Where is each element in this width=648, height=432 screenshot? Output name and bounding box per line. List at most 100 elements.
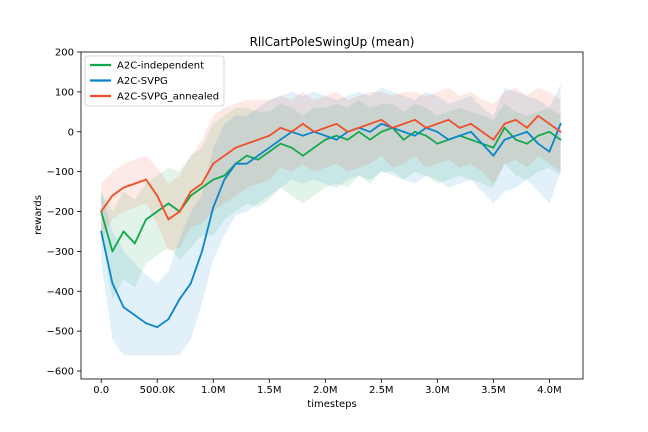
point-a2c-independent xyxy=(279,142,282,145)
y-tick-label: −200 xyxy=(47,207,74,218)
point-a2c-svpg-annealed xyxy=(391,126,394,129)
point-a2c-svpg-annealed xyxy=(145,178,147,181)
point-a2c-svpg-annealed xyxy=(100,210,103,213)
point-a2c-independent xyxy=(492,146,495,149)
point-a2c-svpg-annealed xyxy=(313,130,315,133)
point-a2c-svpg-annealed xyxy=(167,218,170,221)
point-a2c-svpg xyxy=(458,134,461,137)
point-a2c-svpg xyxy=(414,134,416,137)
point-a2c-svpg xyxy=(223,178,226,181)
x-axis-label: timesteps xyxy=(307,399,356,410)
point-a2c-svpg xyxy=(537,142,540,145)
y-tick-label: −500 xyxy=(47,327,74,338)
point-a2c-independent xyxy=(111,250,114,253)
point-a2c-independent xyxy=(268,150,271,153)
point-a2c-svpg xyxy=(133,314,136,317)
point-a2c-svpg xyxy=(481,142,484,145)
point-a2c-svpg-annealed xyxy=(245,142,248,145)
point-a2c-svpg-annealed xyxy=(481,130,484,133)
point-a2c-svpg-annealed xyxy=(335,122,338,125)
point-a2c-svpg-annealed xyxy=(290,130,293,133)
point-a2c-svpg-annealed xyxy=(302,122,304,125)
x-tick-label: 2.5M xyxy=(369,385,394,396)
point-a2c-independent xyxy=(369,138,371,141)
point-a2c-svpg xyxy=(503,138,506,141)
point-a2c-svpg xyxy=(234,162,237,165)
x-tick-label: 1.5M xyxy=(257,385,282,396)
point-a2c-svpg xyxy=(178,298,181,301)
point-a2c-svpg-annealed xyxy=(156,194,159,197)
point-a2c-svpg-annealed xyxy=(279,126,282,129)
point-a2c-svpg xyxy=(145,322,147,325)
plot-frame xyxy=(80,51,584,380)
x-tick-label: 3.0M xyxy=(425,385,450,396)
point-a2c-svpg-annealed xyxy=(369,122,371,125)
point-a2c-svpg-annealed xyxy=(212,162,215,165)
x-axis-ticks: 0.0 500.0K 1.0M 1.5M 2.0M 2.5M 3.0M 3.5M 4.0M xyxy=(93,379,562,396)
point-a2c-svpg-annealed xyxy=(526,126,528,129)
point-a2c-independent xyxy=(335,134,338,137)
point-a2c-independent xyxy=(548,130,551,133)
point-a2c-svpg xyxy=(402,130,405,133)
point-a2c-independent xyxy=(526,142,528,145)
x-tick-label: 500.0K xyxy=(140,385,176,396)
confidence-bands xyxy=(101,83,561,356)
point-a2c-svpg xyxy=(189,282,192,285)
point-a2c-independent xyxy=(324,138,327,141)
point-a2c-independent xyxy=(156,210,159,213)
point-a2c-independent xyxy=(402,138,405,141)
point-a2c-svpg-annealed xyxy=(324,126,327,129)
point-a2c-independent xyxy=(302,154,304,157)
point-a2c-svpg-annealed xyxy=(111,194,114,197)
y-axis-label: rewards xyxy=(33,195,44,235)
point-a2c-svpg xyxy=(156,326,159,329)
point-a2c-svpg-annealed xyxy=(447,118,450,121)
x-tick-label: 4.0M xyxy=(537,385,562,396)
point-a2c-svpg-annealed xyxy=(548,122,551,125)
point-a2c-svpg xyxy=(212,206,215,209)
point-a2c-svpg xyxy=(302,134,304,137)
point-a2c-svpg-annealed xyxy=(492,138,495,141)
point-a2c-independent xyxy=(122,230,125,233)
legend-label-a2c-svpg: A2C-SVPG xyxy=(117,76,168,87)
point-a2c-svpg-annealed xyxy=(436,122,439,125)
point-a2c-svpg xyxy=(447,138,450,141)
point-a2c-svpg xyxy=(122,306,125,309)
point-a2c-independent xyxy=(503,126,506,129)
y-tick-label: 100 xyxy=(55,87,74,98)
point-a2c-independent xyxy=(257,158,259,161)
point-a2c-independent xyxy=(167,202,170,205)
point-a2c-svpg xyxy=(548,150,551,153)
point-a2c-independent xyxy=(537,134,540,137)
legend: A2C-independent A2C-SVPG A2C-SVPG_annealed xyxy=(84,55,225,107)
point-a2c-independent xyxy=(189,194,192,197)
point-a2c-svpg xyxy=(268,146,271,149)
point-a2c-independent xyxy=(425,134,427,137)
point-a2c-independent xyxy=(358,130,360,133)
legend-label-a2c-svpg-annealed: A2C-SVPG_annealed xyxy=(117,92,219,103)
point-a2c-independent xyxy=(514,138,517,141)
point-a2c-svpg xyxy=(526,130,528,133)
point-a2c-independent xyxy=(133,242,136,245)
y-tick-label: −100 xyxy=(47,167,74,178)
legend-label-a2c-independent: A2C-independent xyxy=(117,61,204,72)
point-a2c-svpg xyxy=(436,130,439,133)
point-a2c-svpg xyxy=(380,122,383,125)
point-a2c-svpg-annealed xyxy=(425,126,427,129)
y-axis-ticks: 200 100 0 −100 −200 −300 −400 −500 −600 xyxy=(47,48,81,378)
point-a2c-independent xyxy=(414,130,416,133)
point-a2c-svpg-annealed xyxy=(470,122,472,125)
point-a2c-svpg-annealed xyxy=(414,118,416,121)
point-a2c-svpg xyxy=(100,230,103,233)
point-a2c-svpg xyxy=(245,162,248,165)
point-a2c-svpg xyxy=(492,154,495,157)
point-a2c-svpg xyxy=(167,318,170,321)
point-a2c-independent xyxy=(245,154,248,157)
legend-box xyxy=(84,55,225,107)
point-a2c-svpg-annealed xyxy=(358,126,360,129)
point-a2c-svpg-annealed xyxy=(133,182,136,185)
band-a2c-independent xyxy=(101,99,561,300)
point-a2c-svpg-annealed xyxy=(380,118,383,121)
point-a2c-svpg-annealed xyxy=(234,146,237,149)
